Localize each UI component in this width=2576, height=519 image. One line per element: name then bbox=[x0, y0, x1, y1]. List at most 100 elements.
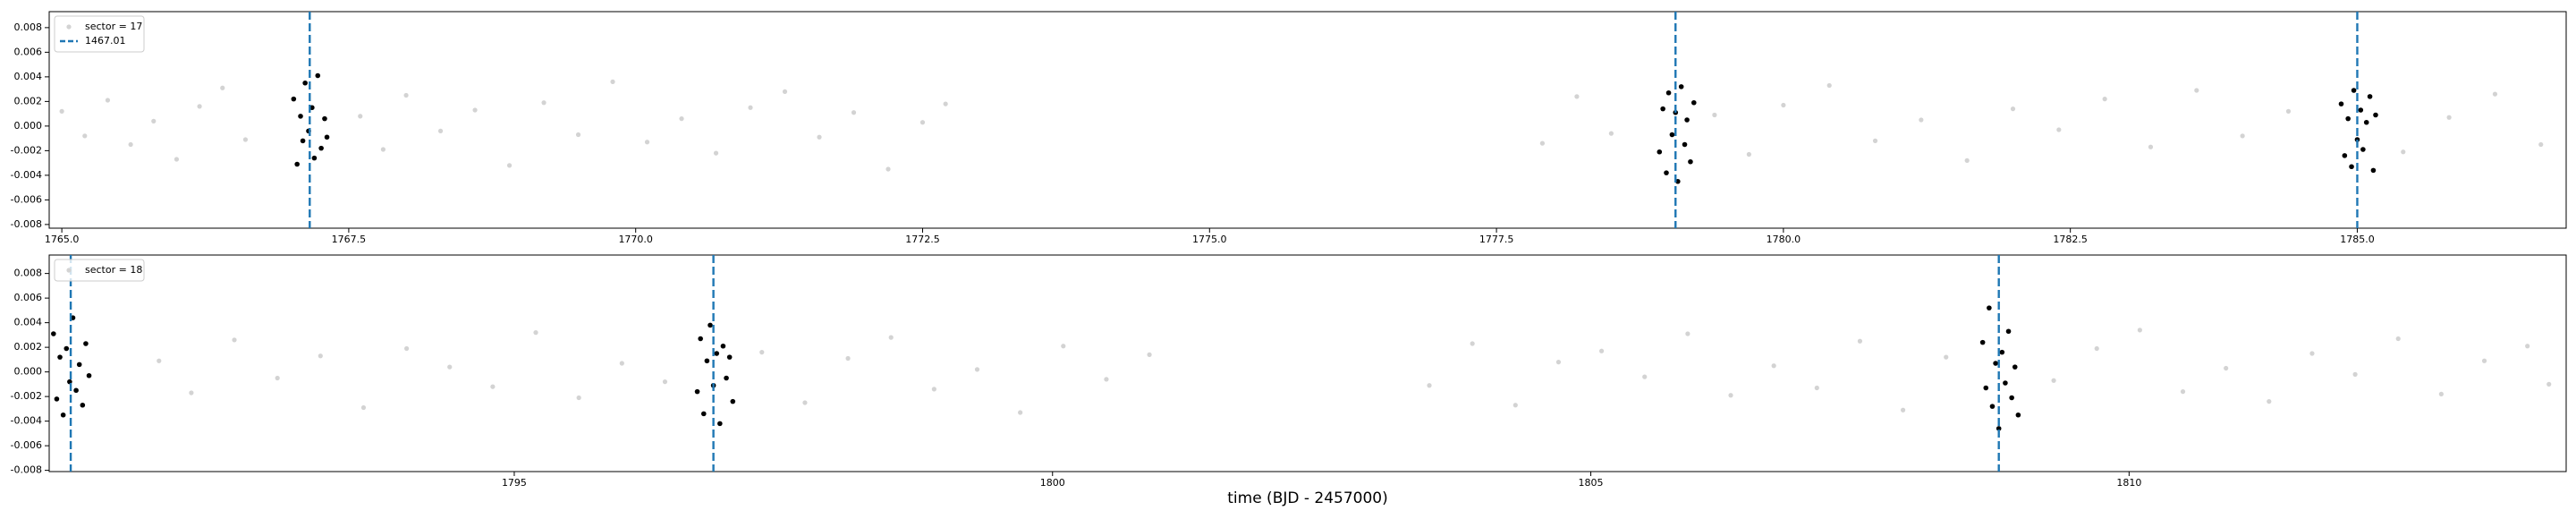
data-point bbox=[220, 85, 225, 90]
data-point bbox=[189, 390, 194, 396]
data-point bbox=[2180, 389, 2186, 395]
in-transit-point bbox=[1684, 117, 1690, 123]
data-point bbox=[2492, 91, 2498, 97]
data-point bbox=[1728, 393, 1733, 398]
data-point bbox=[242, 137, 249, 142]
x-tick-label: 1767.5 bbox=[332, 234, 367, 245]
data-point bbox=[128, 141, 133, 148]
data-point bbox=[1574, 94, 1580, 99]
x-tick-label: 1770.0 bbox=[618, 234, 653, 245]
in-transit-point bbox=[698, 336, 703, 342]
data-point bbox=[802, 400, 808, 405]
in-transit-point bbox=[694, 388, 700, 395]
data-point bbox=[817, 134, 822, 140]
in-transit-point bbox=[714, 351, 720, 356]
y-tick-label: -0.002 bbox=[11, 144, 42, 156]
data-point bbox=[662, 379, 668, 385]
in-transit-point bbox=[2345, 115, 2351, 122]
y-tick-label: -0.006 bbox=[11, 193, 42, 205]
data-point bbox=[1598, 348, 1605, 353]
data-point bbox=[713, 150, 719, 156]
in-transit-point bbox=[311, 155, 318, 161]
data-point bbox=[2051, 378, 2056, 383]
y-tick-label: -0.008 bbox=[11, 218, 42, 230]
data-point bbox=[610, 79, 615, 84]
data-point bbox=[2446, 115, 2452, 120]
axes-frame bbox=[48, 11, 2567, 229]
data-point bbox=[1944, 354, 1949, 360]
data-point bbox=[2438, 391, 2444, 396]
data-point bbox=[82, 133, 88, 139]
y-tick-label: -0.004 bbox=[11, 415, 42, 427]
in-transit-point bbox=[1993, 361, 1998, 366]
data-point bbox=[1814, 385, 1819, 391]
data-point bbox=[2285, 108, 2292, 114]
in-transit-point bbox=[291, 96, 297, 102]
data-point bbox=[506, 163, 513, 168]
data-point bbox=[1826, 82, 1832, 89]
in-transit-point bbox=[2012, 364, 2018, 370]
y-tick-label: 0.006 bbox=[14, 46, 43, 57]
in-transit-point bbox=[1690, 99, 1697, 106]
in-transit-point bbox=[324, 134, 330, 140]
data-point bbox=[1642, 374, 1648, 379]
in-transit-point bbox=[730, 398, 736, 404]
data-point bbox=[1781, 102, 1786, 108]
x-tick-label: 1785.0 bbox=[2340, 234, 2375, 245]
data-point bbox=[644, 140, 650, 145]
in-transit-point bbox=[1682, 141, 1688, 148]
in-transit-point bbox=[51, 331, 56, 336]
in-transit-point bbox=[2338, 101, 2344, 106]
in-transit-point bbox=[1999, 349, 2005, 355]
data-point bbox=[931, 387, 936, 392]
data-point bbox=[318, 353, 323, 359]
data-point bbox=[1555, 360, 1562, 365]
data-point bbox=[437, 128, 444, 133]
y-tick-label: 0.008 bbox=[14, 21, 43, 33]
data-point bbox=[1470, 341, 1475, 346]
in-transit-point bbox=[76, 362, 82, 368]
data-point bbox=[1964, 157, 1970, 163]
data-point bbox=[2010, 106, 2016, 112]
x-tick-label: 1782.5 bbox=[2053, 234, 2088, 245]
data-point bbox=[2481, 358, 2487, 363]
axes-frame bbox=[48, 254, 2567, 472]
data-point bbox=[472, 107, 478, 113]
y-tick-label: 0.000 bbox=[14, 120, 43, 132]
in-transit-point bbox=[54, 396, 60, 402]
in-transit-point bbox=[1987, 305, 1992, 311]
legend-box bbox=[54, 259, 145, 282]
in-transit-point bbox=[2373, 112, 2378, 118]
in-transit-point bbox=[2009, 395, 2014, 401]
data-point bbox=[576, 395, 581, 401]
y-tick-label: -0.004 bbox=[11, 169, 42, 181]
axes: -0.008 -0.006 -0.004 -0.002 0.000 0.002 0.004 0… bbox=[11, 11, 2567, 245]
in-transit-point bbox=[318, 145, 324, 151]
in-transit-point bbox=[1996, 426, 2002, 431]
in-transit-point bbox=[300, 138, 306, 144]
legend: sector = 18 bbox=[54, 259, 145, 282]
data-point bbox=[2395, 336, 2401, 342]
data-point bbox=[1771, 363, 1776, 369]
in-transit-point bbox=[57, 354, 63, 360]
in-transit-point bbox=[2370, 167, 2377, 174]
data-point bbox=[886, 166, 891, 172]
in-transit-point bbox=[64, 345, 70, 352]
in-transit-point bbox=[60, 412, 66, 418]
data-point bbox=[358, 114, 363, 119]
data-point bbox=[105, 98, 111, 103]
in-transit-point bbox=[704, 358, 710, 364]
legend-marker bbox=[66, 24, 72, 30]
data-point bbox=[888, 335, 894, 340]
data-point bbox=[447, 364, 453, 370]
in-transit-point bbox=[708, 322, 713, 328]
legend-box bbox=[54, 15, 145, 53]
legend-marker bbox=[66, 268, 72, 273]
data-point bbox=[1857, 338, 1863, 344]
data-point bbox=[541, 100, 547, 106]
in-transit-point bbox=[1678, 84, 1684, 89]
data-point bbox=[1513, 403, 1518, 408]
in-transit-point bbox=[726, 354, 733, 360]
in-transit-point bbox=[80, 402, 86, 408]
